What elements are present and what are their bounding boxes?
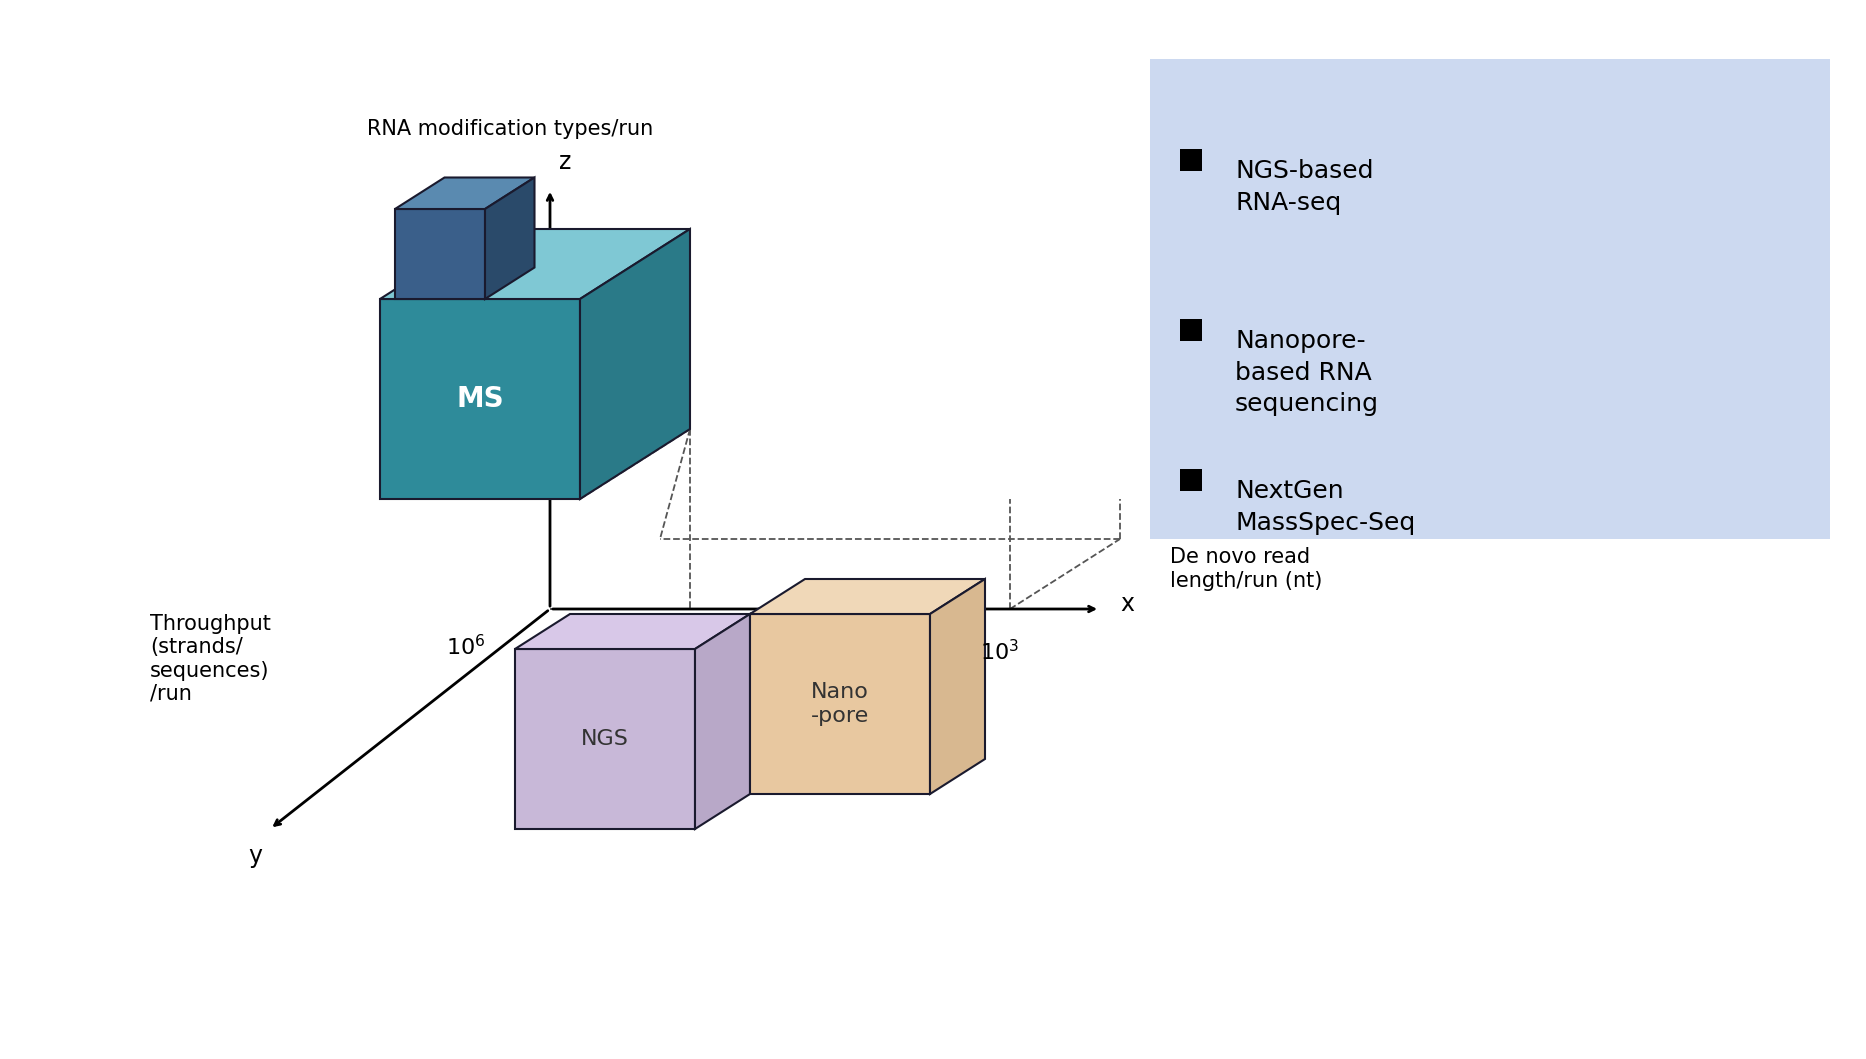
Polygon shape — [580, 229, 690, 499]
Text: y: y — [248, 844, 261, 868]
Text: $10^3$: $10^3$ — [980, 639, 1019, 664]
Text: NextGen
MassSpec-Seq: NextGen MassSpec-Seq — [1235, 479, 1414, 535]
Polygon shape — [396, 178, 534, 209]
Text: z: z — [558, 150, 571, 174]
Text: x: x — [1120, 592, 1135, 616]
Polygon shape — [485, 178, 534, 299]
Text: $10^6$: $10^6$ — [446, 634, 485, 659]
Polygon shape — [515, 649, 694, 829]
Polygon shape — [396, 209, 485, 299]
Bar — [1179, 149, 1202, 170]
Polygon shape — [381, 299, 580, 499]
Text: RNA modification types/run: RNA modification types/run — [368, 119, 653, 139]
Text: Nanopore-
based RNA
sequencing: Nanopore- based RNA sequencing — [1235, 329, 1379, 416]
Text: NGS-based
RNA-seq: NGS-based RNA-seq — [1235, 159, 1373, 215]
Polygon shape — [929, 579, 985, 794]
Bar — [1179, 319, 1202, 341]
Text: MS: MS — [455, 385, 504, 413]
Bar — [1179, 469, 1202, 491]
Polygon shape — [381, 229, 690, 299]
Text: De novo read
length/run (nt): De novo read length/run (nt) — [1170, 548, 1323, 591]
Polygon shape — [515, 614, 750, 649]
Polygon shape — [750, 614, 929, 794]
Polygon shape — [750, 579, 985, 614]
FancyBboxPatch shape — [1149, 59, 1831, 539]
Text: Nano
-pore: Nano -pore — [812, 682, 870, 725]
Text: NGS: NGS — [580, 729, 629, 749]
Text: 170: 170 — [472, 274, 515, 294]
Polygon shape — [694, 614, 750, 829]
Text: Throughput
(strands/
sequences)
/run: Throughput (strands/ sequences) /run — [149, 614, 271, 704]
